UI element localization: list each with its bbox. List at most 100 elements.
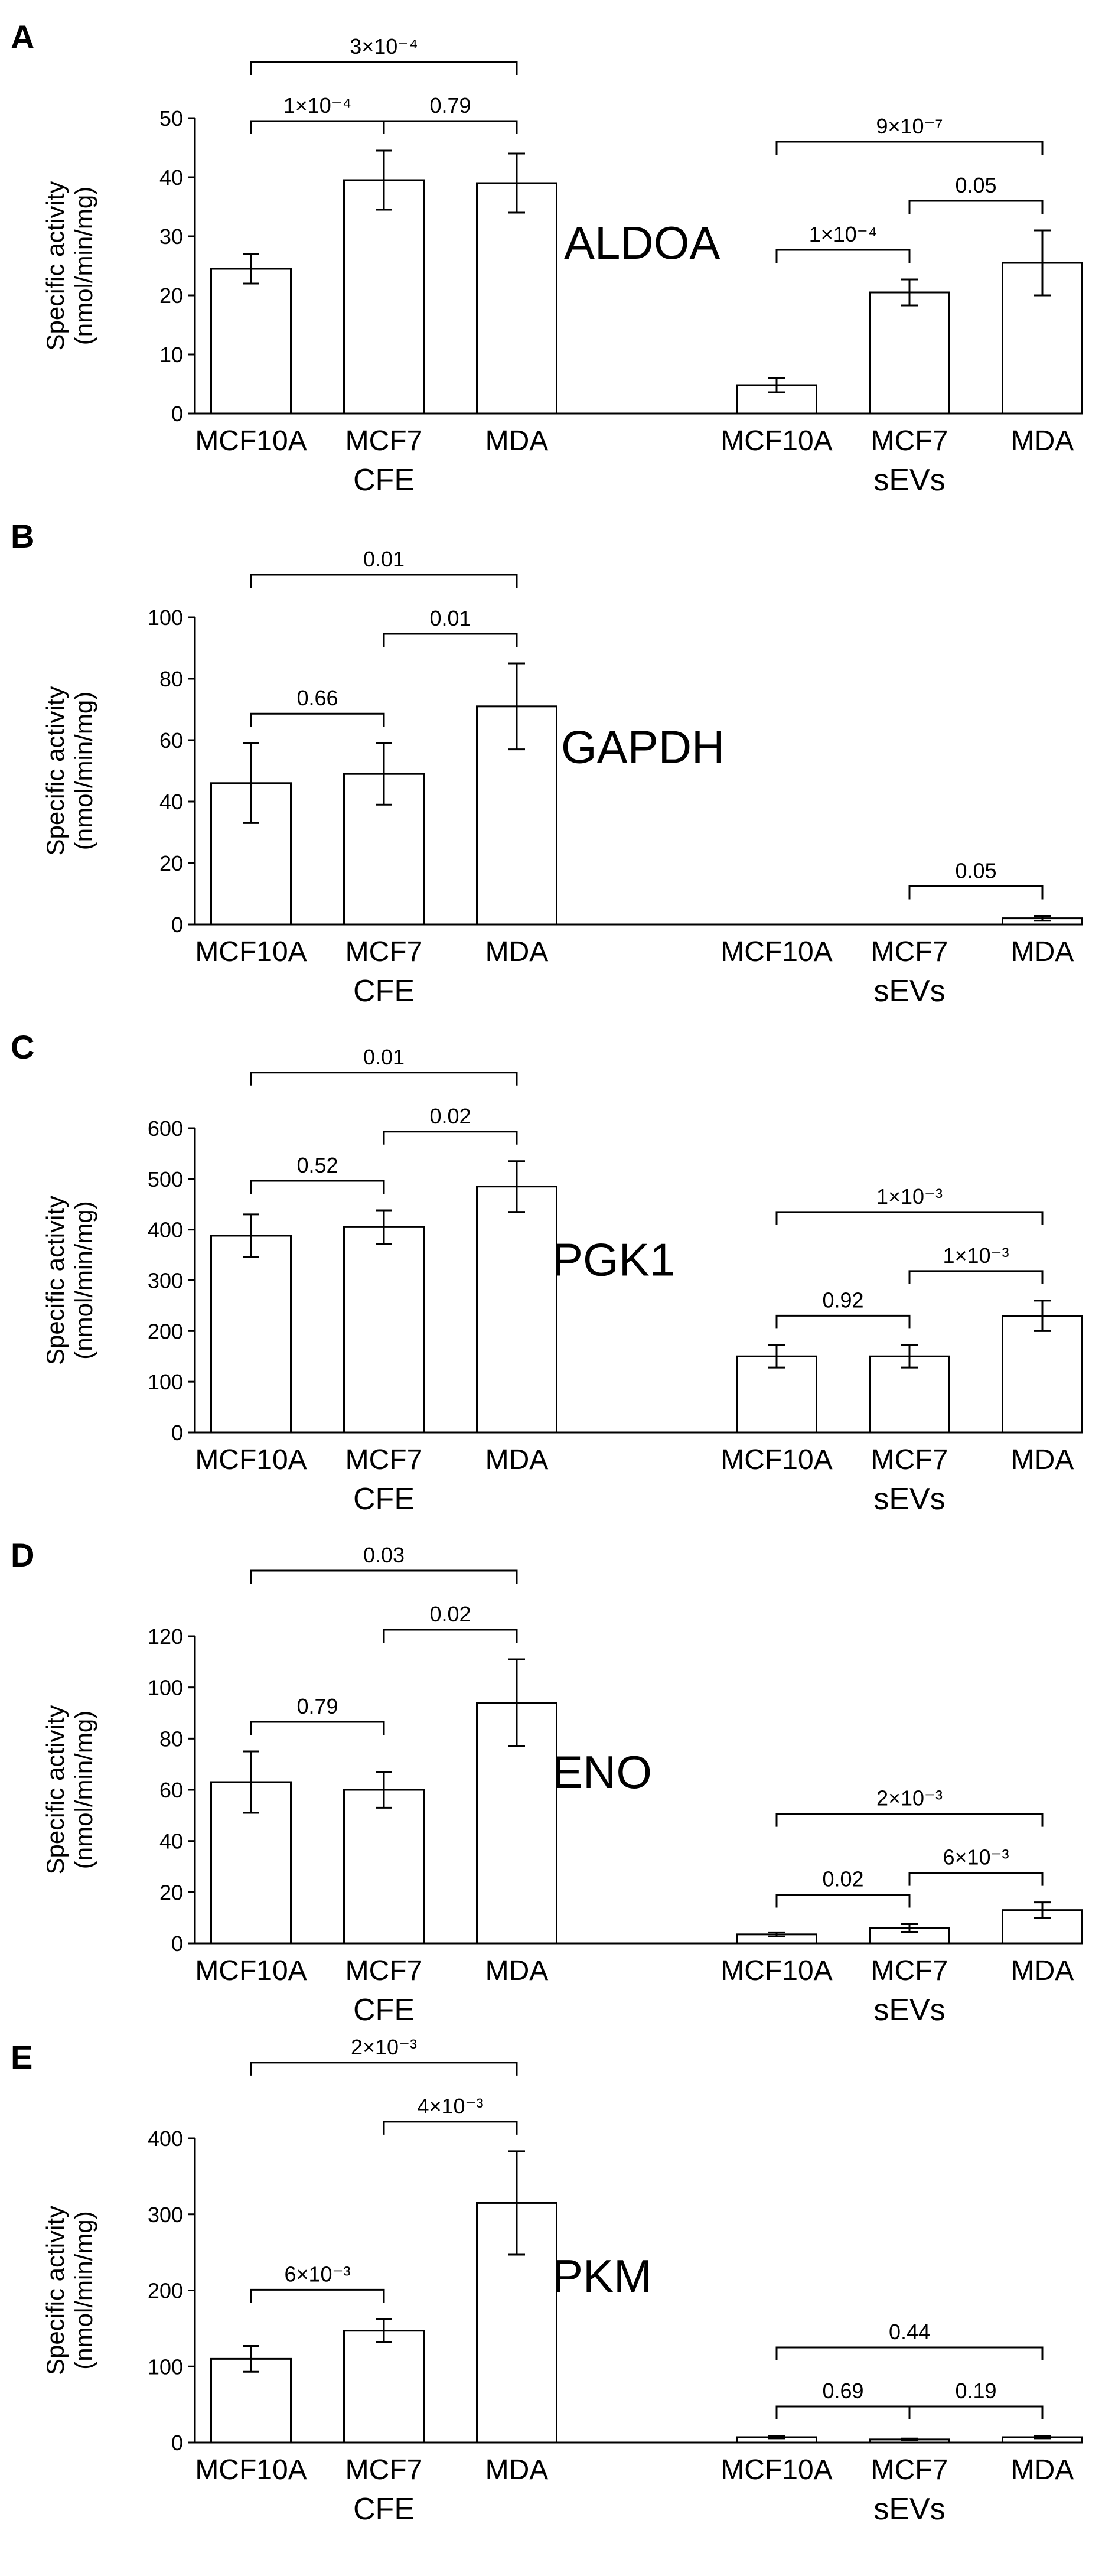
y-axis-label: Specific activity(nmol/min/mg) bbox=[41, 1705, 97, 1874]
y-tick-label: 50 bbox=[159, 106, 183, 131]
chart-panel-c: C Specific activity(nmol/min/mg) 0 100 200 30… bbox=[11, 1028, 1083, 1516]
category-label: MCF7 bbox=[345, 425, 423, 457]
p-value-label: 0.05 bbox=[955, 173, 996, 197]
bar-sevs-mda bbox=[1002, 1315, 1083, 1434]
significance-bracket bbox=[775, 249, 911, 263]
p-value-label: 0.79 bbox=[296, 1694, 338, 1718]
chart-panel-d: D Specific activity(nmol/min/mg) 0 20 40 60 80… bbox=[11, 1536, 1083, 2027]
category-label: MCF7 bbox=[871, 1444, 948, 1476]
group-label: CFE bbox=[353, 1993, 415, 2027]
y-axis-label-line2: (nmol/min/mg) bbox=[70, 2211, 97, 2369]
bar-cfe-mcf10a bbox=[210, 1235, 292, 1434]
y-tick-label: 0 bbox=[171, 1421, 183, 1445]
y-tick-label: 20 bbox=[159, 284, 183, 308]
y-tick-label: 80 bbox=[159, 1727, 183, 1751]
category-label: MDA bbox=[485, 2454, 549, 2486]
significance-bracket bbox=[775, 1894, 911, 1908]
category-label: MCF7 bbox=[345, 2454, 423, 2486]
p-value-label: 0.69 bbox=[822, 2379, 863, 2403]
p-value-label: 0.79 bbox=[429, 93, 471, 118]
y-axis-label: Specific activity(nmol/min/mg) bbox=[41, 686, 97, 855]
significance-bracket bbox=[383, 120, 518, 134]
panel-label: C bbox=[11, 1028, 34, 1066]
y-tick-label: 20 bbox=[159, 851, 183, 875]
category-label: MDA bbox=[485, 936, 549, 968]
p-value-label: 0.52 bbox=[296, 1153, 338, 1177]
panel-label: E bbox=[11, 2038, 32, 2076]
group-label: sEVs bbox=[873, 2492, 945, 2526]
p-value-label: 0.02 bbox=[429, 1104, 471, 1128]
significance-bracket bbox=[250, 1180, 385, 1194]
group-label: CFE bbox=[353, 1482, 415, 1516]
category-label: MCF7 bbox=[871, 425, 948, 457]
p-value-label: 9×10⁻⁷ bbox=[876, 114, 943, 138]
category-label: MDA bbox=[485, 425, 549, 457]
bar-sevs-mcf7 bbox=[869, 1927, 950, 1945]
y-axis-label-line1: Specific activity bbox=[41, 1196, 69, 1365]
significance-bracket bbox=[250, 1569, 518, 1584]
y-tick-label: 120 bbox=[148, 1624, 183, 1649]
y-tick-label: 400 bbox=[148, 2126, 183, 2151]
y-tick-label: 400 bbox=[148, 1218, 183, 1242]
significance-bracket bbox=[250, 120, 385, 134]
category-label: MCF10A bbox=[720, 425, 832, 457]
y-tick-label: 300 bbox=[148, 1269, 183, 1293]
p-value-label: 2×10⁻³ bbox=[351, 2035, 417, 2059]
significance-bracket bbox=[250, 1072, 518, 1086]
significance-bracket bbox=[775, 1211, 1044, 1225]
enzyme-label: PKM bbox=[552, 2250, 652, 2302]
y-tick-label: 300 bbox=[148, 2203, 183, 2227]
y-tick-label: 80 bbox=[159, 667, 183, 691]
y-axis-label: Specific activity(nmol/min/mg) bbox=[41, 1196, 97, 1365]
p-value-label: 0.02 bbox=[429, 1602, 471, 1626]
category-label: MCF10A bbox=[720, 2454, 832, 2486]
y-tick-label: 0 bbox=[171, 1932, 183, 1956]
p-value-label: 1×10⁻⁴ bbox=[809, 222, 878, 246]
p-value-label: 0.44 bbox=[889, 2320, 930, 2344]
group-label: CFE bbox=[353, 463, 415, 497]
p-value-label: 0.01 bbox=[429, 606, 471, 630]
significance-bracket bbox=[908, 1872, 1044, 1886]
enzyme-label: GAPDH bbox=[561, 721, 725, 773]
y-axis-label-line1: Specific activity bbox=[41, 1705, 69, 1874]
category-label: MDA bbox=[1011, 2454, 1074, 2486]
y-tick-label: 40 bbox=[159, 1829, 183, 1854]
enzyme-label: PGK1 bbox=[552, 1233, 675, 1285]
significance-bracket bbox=[383, 633, 518, 647]
bar-cfe-mcf7 bbox=[343, 1226, 425, 1434]
p-value-label: 0.03 bbox=[363, 1543, 405, 1567]
p-value-label: 0.19 bbox=[955, 2379, 996, 2403]
chart-panel-e: E Specific activity(nmol/min/mg) 0 100 200 30… bbox=[11, 2035, 1083, 2526]
y-tick-label: 100 bbox=[148, 605, 183, 630]
category-label: MCF7 bbox=[871, 936, 948, 968]
significance-bracket bbox=[250, 2062, 518, 2076]
group-label: CFE bbox=[353, 974, 415, 1008]
p-value-label: 1×10⁻⁴ bbox=[283, 93, 352, 118]
y-axis-label-line2: (nmol/min/mg) bbox=[70, 187, 97, 345]
p-value-label: 0.01 bbox=[363, 1045, 405, 1069]
p-value-label: 0.92 bbox=[822, 1288, 863, 1312]
category-label: MCF7 bbox=[345, 1955, 423, 1986]
y-tick-label: 100 bbox=[148, 1676, 183, 1700]
y-tick-label: 100 bbox=[148, 2354, 183, 2379]
p-value-label: 6×10⁻³ bbox=[943, 1845, 1009, 1870]
y-tick-label: 0 bbox=[171, 2431, 183, 2455]
category-label: MDA bbox=[485, 1955, 549, 1986]
significance-bracket bbox=[775, 2346, 1044, 2361]
category-label: MCF7 bbox=[345, 936, 423, 968]
y-tick-label: 60 bbox=[159, 1778, 183, 1802]
significance-bracket bbox=[775, 141, 1044, 155]
category-label: MCF7 bbox=[871, 1955, 948, 1986]
p-value-label: 0.02 bbox=[822, 1867, 863, 1891]
significance-bracket bbox=[775, 2405, 911, 2420]
panel-label: D bbox=[11, 1536, 34, 1574]
chart-panel-b: B Specific activity(nmol/min/mg) 0 20 40 60 80… bbox=[11, 517, 1083, 1008]
significance-bracket bbox=[908, 2405, 1044, 2420]
significance-bracket bbox=[250, 712, 385, 727]
p-value-label: 3×10⁻⁴ bbox=[350, 34, 418, 58]
significance-bracket bbox=[250, 574, 518, 588]
enzyme-label: ENO bbox=[552, 1746, 652, 1798]
y-axis-label-line2: (nmol/min/mg) bbox=[70, 692, 97, 850]
category-label: MCF10A bbox=[195, 1444, 307, 1476]
y-tick-label: 0 bbox=[171, 913, 183, 937]
